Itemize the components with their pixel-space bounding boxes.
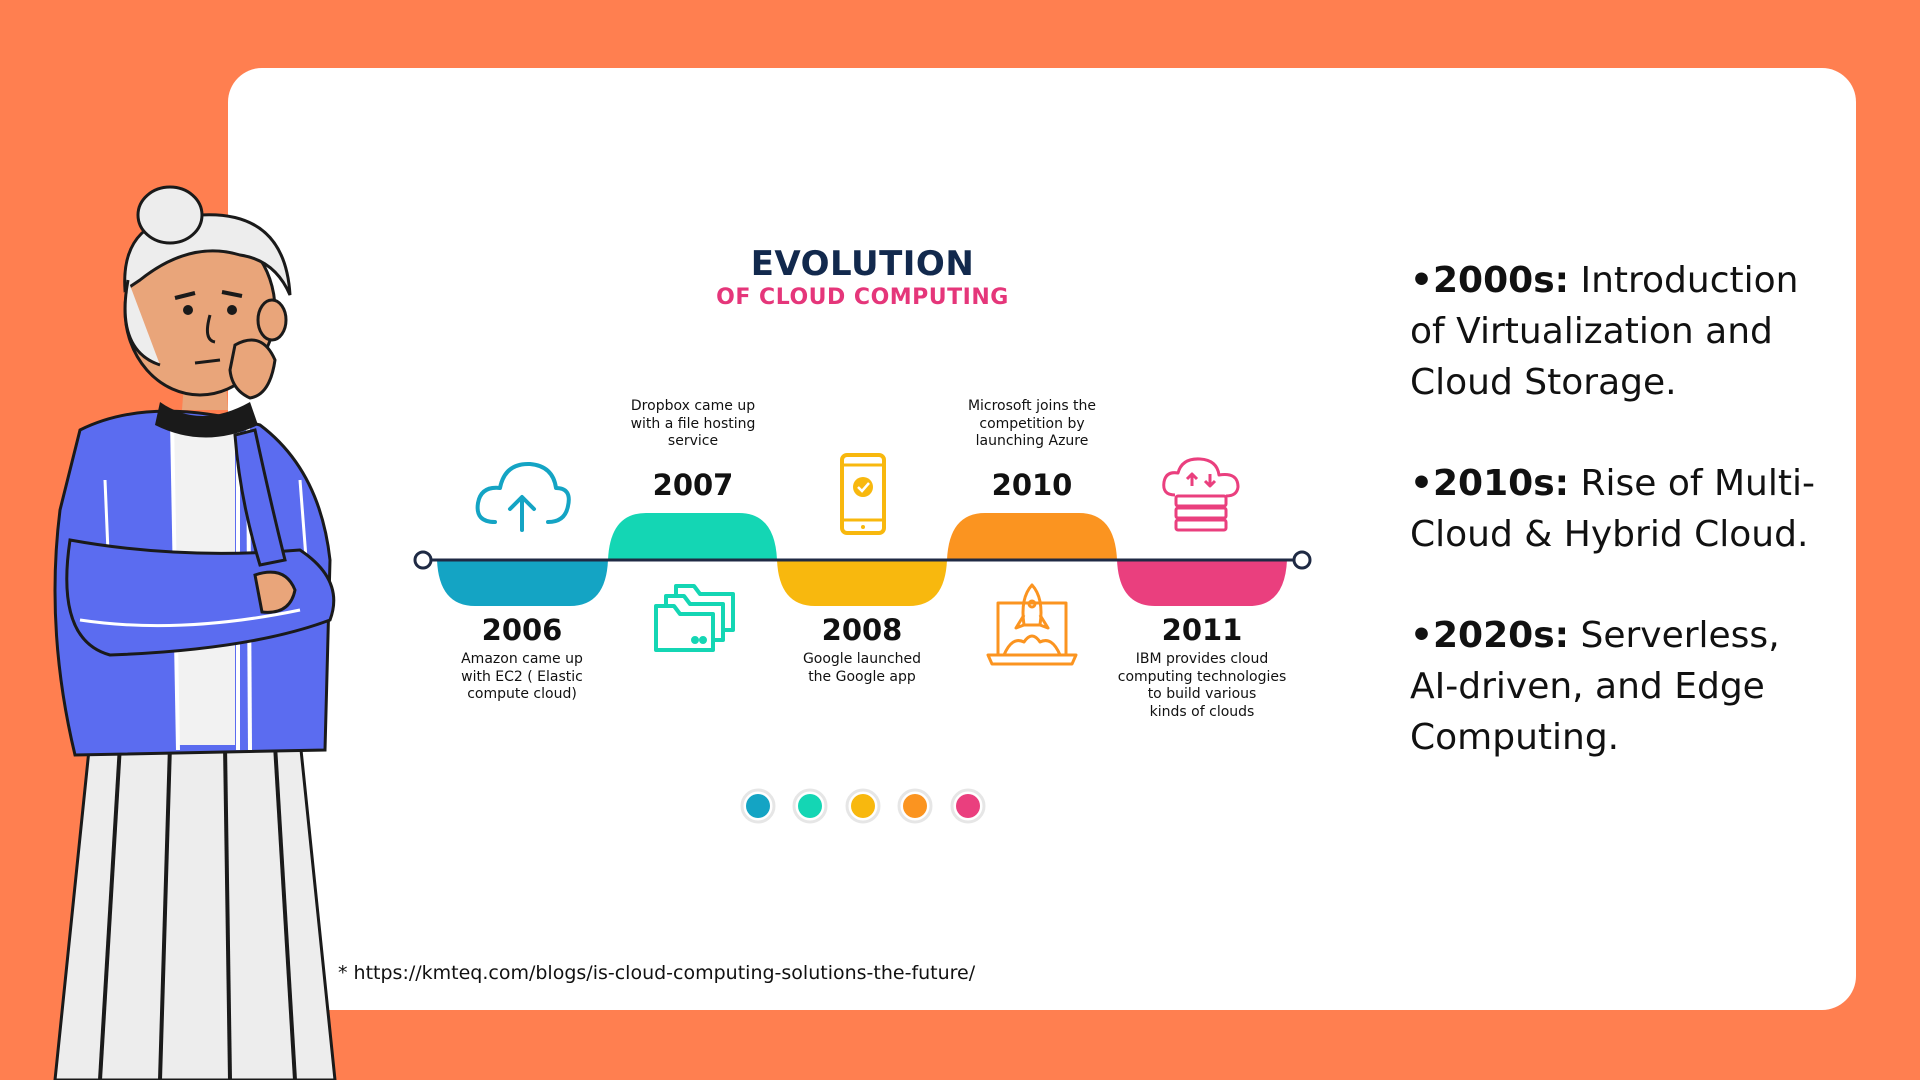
milestone-desc-2006: Amazon came up with EC2 ( Elastic comput… <box>461 651 583 702</box>
milestone-year-2011: 2011 <box>1161 613 1243 647</box>
bullet-list: •2000s: Introduction of Virtualization a… <box>1410 255 1830 813</box>
hump-2007 <box>608 513 777 560</box>
cloud-upload-icon <box>475 461 571 532</box>
bullet-2010s: •2010s: Rise of Multi-Cloud & Hybrid Clo… <box>1410 463 1815 555</box>
timeline-subtitle: OF CLOUD COMPUTING <box>716 285 1009 310</box>
milestone-desc-2011: IBM provides cloud computing technologie… <box>1117 651 1287 720</box>
hump-2010 <box>947 513 1117 560</box>
thinking-woman-illustration <box>53 185 337 1080</box>
milestone-desc-2007: Dropbox came up with a file hosting serv… <box>630 398 756 449</box>
milestone-desc-2010: Microsoft joins the competition by launc… <box>967 398 1097 449</box>
rocket-laptop-icon <box>986 583 1078 666</box>
timeline-start-node <box>413 550 433 570</box>
folders-icon <box>654 584 735 652</box>
milestone-year-2010: 2010 <box>991 468 1073 502</box>
source-citation: * https://kmteq.com/blogs/is-cloud-compu… <box>338 962 976 984</box>
timeline-end-node <box>1292 550 1312 570</box>
milestone-year-2008: 2008 <box>821 613 903 647</box>
hump-2008 <box>777 560 947 606</box>
hump-2011 <box>1117 560 1287 606</box>
timeline-title: EVOLUTION <box>750 244 975 284</box>
bullet-2020s: •2020s: Serverless, AI-driven, and Edge … <box>1410 615 1780 758</box>
milestone-year-2007: 2007 <box>652 468 734 502</box>
cloud-server-icon <box>1162 457 1240 532</box>
milestone-desc-2008: Google launched the Google app <box>802 651 922 685</box>
milestone-year-2006: 2006 <box>481 613 563 647</box>
bullet-2000s: •2000s: Introduction of Virtualization a… <box>1410 260 1799 403</box>
color-dots <box>740 788 986 824</box>
smartphone-icon <box>840 453 886 535</box>
hump-2006 <box>437 560 608 606</box>
